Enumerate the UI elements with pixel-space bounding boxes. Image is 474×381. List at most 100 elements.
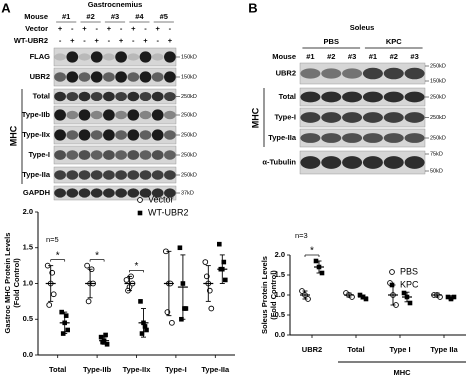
- point: [223, 277, 228, 283]
- blot-band: [54, 109, 66, 121]
- sign: +: [95, 36, 100, 45]
- legend-label: PBS: [400, 266, 418, 276]
- significance-label: *: [95, 250, 99, 261]
- mouse-label: #3: [348, 52, 356, 61]
- blot-band: [139, 150, 152, 160]
- mouse-label: #2: [390, 52, 398, 61]
- blot-band: [54, 91, 66, 102]
- blot-band: [342, 133, 363, 143]
- blot-band: [342, 156, 363, 169]
- blot-band: [127, 150, 140, 160]
- row-label: Total: [33, 91, 50, 100]
- blot-band: [151, 129, 164, 141]
- blot-band: [362, 91, 383, 103]
- size-label: 250kD: [181, 112, 197, 118]
- sign: +: [119, 36, 124, 45]
- point: [65, 327, 70, 333]
- blot-band: [115, 91, 127, 102]
- blot-band: [127, 188, 140, 198]
- x-tick-label: Type-IIx: [123, 365, 152, 374]
- point: [357, 292, 363, 298]
- blot-band: [90, 170, 103, 180]
- significance-label: *: [135, 261, 139, 272]
- blot-band: [151, 188, 164, 198]
- blot-title: Soleus: [350, 23, 375, 32]
- blot-band: [164, 91, 176, 102]
- significance-label: *: [310, 246, 314, 257]
- row-label: α-Tubulin: [262, 157, 296, 166]
- blot-band: [321, 133, 342, 143]
- blot-band: [300, 68, 321, 79]
- blot-band: [383, 67, 404, 80]
- sign: +: [107, 24, 112, 33]
- size-label: 150kD: [181, 54, 197, 60]
- blot-band: [103, 109, 115, 121]
- y-tick-label: 0.5: [23, 314, 33, 323]
- size-label: 37kD: [181, 190, 194, 196]
- size-label: 150kD: [181, 74, 197, 80]
- y-tick-label: 1.5: [23, 243, 33, 252]
- blot-band: [362, 133, 383, 143]
- row-label: Type-IIb: [22, 110, 51, 119]
- size-label: 150kD: [430, 78, 446, 84]
- blot-band: [115, 51, 127, 63]
- blot-band: [115, 170, 127, 180]
- blot-band: [103, 91, 115, 102]
- blot-band: [78, 91, 91, 102]
- point: [137, 197, 143, 203]
- point: [177, 245, 183, 251]
- sign: +: [131, 24, 136, 33]
- y-tick-label: 0.0: [275, 330, 285, 339]
- sign: +: [58, 24, 63, 33]
- y-tick-label: 0.5: [275, 310, 285, 319]
- sign: +: [156, 24, 161, 33]
- legend-label: KPC: [400, 279, 419, 289]
- y-tick-label: 0.0: [23, 350, 33, 359]
- blot-band: [78, 188, 91, 198]
- blot-band: [321, 91, 342, 103]
- y-tick-label: 1.0: [23, 278, 33, 287]
- sign: -: [71, 24, 74, 33]
- point: [144, 327, 149, 333]
- blot-band: [90, 110, 103, 120]
- point: [169, 319, 175, 326]
- point: [104, 341, 110, 347]
- blot-band: [90, 188, 103, 198]
- blot-band: [127, 170, 140, 180]
- row-label: Mouse: [24, 12, 48, 21]
- blot-title: Gastrocnemius: [88, 0, 143, 9]
- blot-band: [362, 112, 383, 123]
- blot-band: [139, 91, 152, 102]
- point: [445, 294, 451, 300]
- blot-band: [103, 150, 115, 160]
- blot-band: [383, 112, 404, 123]
- row-label: Type-I: [274, 112, 296, 121]
- blot-band: [115, 188, 127, 198]
- sign: +: [82, 24, 87, 33]
- blot-band: [342, 112, 363, 123]
- mouse-label: #3: [111, 12, 119, 21]
- blot-band: [383, 156, 404, 169]
- blot-band: [362, 67, 383, 80]
- group-label: MHC: [8, 125, 18, 146]
- point: [138, 299, 143, 304]
- point: [142, 324, 148, 329]
- sign: +: [70, 36, 75, 45]
- blot-band: [103, 170, 115, 180]
- blot-band: [103, 72, 115, 82]
- group-label: MHC: [393, 368, 411, 377]
- group-label: MHC: [250, 107, 260, 128]
- blot-band: [66, 110, 79, 120]
- blot-band: [90, 130, 103, 140]
- blot-band: [342, 68, 363, 79]
- blot-band: [151, 91, 164, 102]
- blot-band: [78, 109, 91, 121]
- point: [139, 331, 145, 336]
- point: [59, 309, 64, 315]
- x-tick-label: Type-IIa: [201, 365, 230, 374]
- blot-band: [362, 156, 383, 169]
- row-label: UBR2: [30, 72, 50, 81]
- sign: -: [95, 24, 98, 33]
- significance-label: *: [56, 250, 60, 261]
- blot-band: [54, 170, 66, 180]
